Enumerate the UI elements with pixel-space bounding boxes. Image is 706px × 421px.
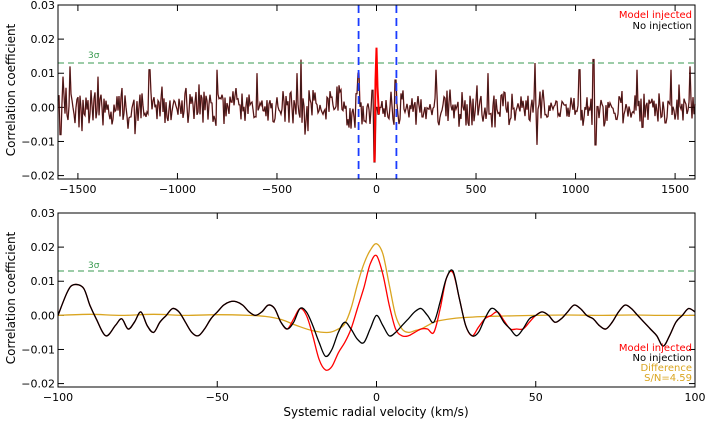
x-tick-label: 500 — [466, 183, 487, 196]
bottom-panel: Correlation coefficient −100 −50 0 50 100 −0.… — [4, 207, 706, 419]
bottom-legend-no-injection: No injection — [633, 353, 692, 364]
bottom-legend-model-injected: Model injected — [619, 343, 692, 354]
y-tick-label: −0.01 — [21, 343, 55, 356]
x-tick-label: −500 — [262, 183, 292, 196]
bottom-axis-ticks: −100 −50 0 50 100 −0.02 −0.01 0.00 0.01 0.02 0.03 — [21, 207, 705, 404]
top-series-model-injected-peak — [373, 47, 380, 162]
y-tick-label: 0.00 — [31, 101, 56, 114]
top-legend-no-injection: No injection — [633, 21, 692, 32]
top-panel: Correlation coefficient −1500 −1000 −500 0 5… — [4, 0, 696, 196]
x-tick-label: 100 — [685, 391, 706, 404]
top-legend-model-injected: Model injected — [619, 10, 692, 21]
top-y-axis-label: Correlation coefficient — [4, 23, 18, 156]
y-tick-label: 0.01 — [31, 275, 56, 288]
x-tick-label: −1000 — [159, 183, 196, 196]
bottom-series-model-injected — [57, 254, 696, 371]
bottom-legend-difference: Difference — [640, 363, 692, 374]
bottom-plot-frame — [57, 212, 696, 388]
y-tick-label: 0.03 — [31, 0, 56, 12]
y-tick-label: −0.01 — [21, 135, 55, 148]
top-axis-ticks: −1500 −1000 −500 0 500 1000 1500 −0.02 −0.01 0.00… — [21, 0, 695, 196]
bottom-3sigma-label: 3σ — [88, 261, 100, 271]
y-tick-label: −0.02 — [21, 378, 55, 391]
x-tick-label: 0 — [373, 391, 380, 404]
top-velocity-markers — [357, 5, 398, 179]
top-3sigma-label: 3σ — [88, 51, 100, 61]
y-tick-label: 0.00 — [31, 309, 56, 322]
top-plot-frame — [57, 4, 696, 180]
bottom-series-difference — [57, 243, 695, 334]
y-tick-label: 0.03 — [31, 207, 56, 220]
y-tick-label: 0.01 — [31, 67, 56, 80]
y-tick-label: 0.02 — [31, 33, 56, 46]
bottom-x-axis-label: Systemic radial velocity (km/s) — [283, 405, 468, 419]
x-tick-label: 1000 — [562, 183, 590, 196]
bottom-legend-snr: S/N=4.59 — [644, 373, 692, 384]
bottom-y-axis-label: Correlation coefficient — [4, 231, 18, 364]
x-tick-label: 1500 — [661, 183, 689, 196]
bottom-series-group — [57, 243, 696, 371]
x-tick-label: −50 — [206, 391, 229, 404]
x-tick-label: −1500 — [59, 183, 96, 196]
bottom-series-no-injection — [57, 269, 696, 358]
x-tick-label: 0 — [373, 183, 380, 196]
y-tick-label: 0.02 — [31, 241, 56, 254]
x-tick-label: 50 — [529, 391, 543, 404]
top-series-group — [57, 47, 696, 163]
y-tick-label: −0.02 — [21, 170, 55, 183]
top-series-no-injection — [57, 59, 696, 163]
x-tick-label: −100 — [43, 391, 73, 404]
